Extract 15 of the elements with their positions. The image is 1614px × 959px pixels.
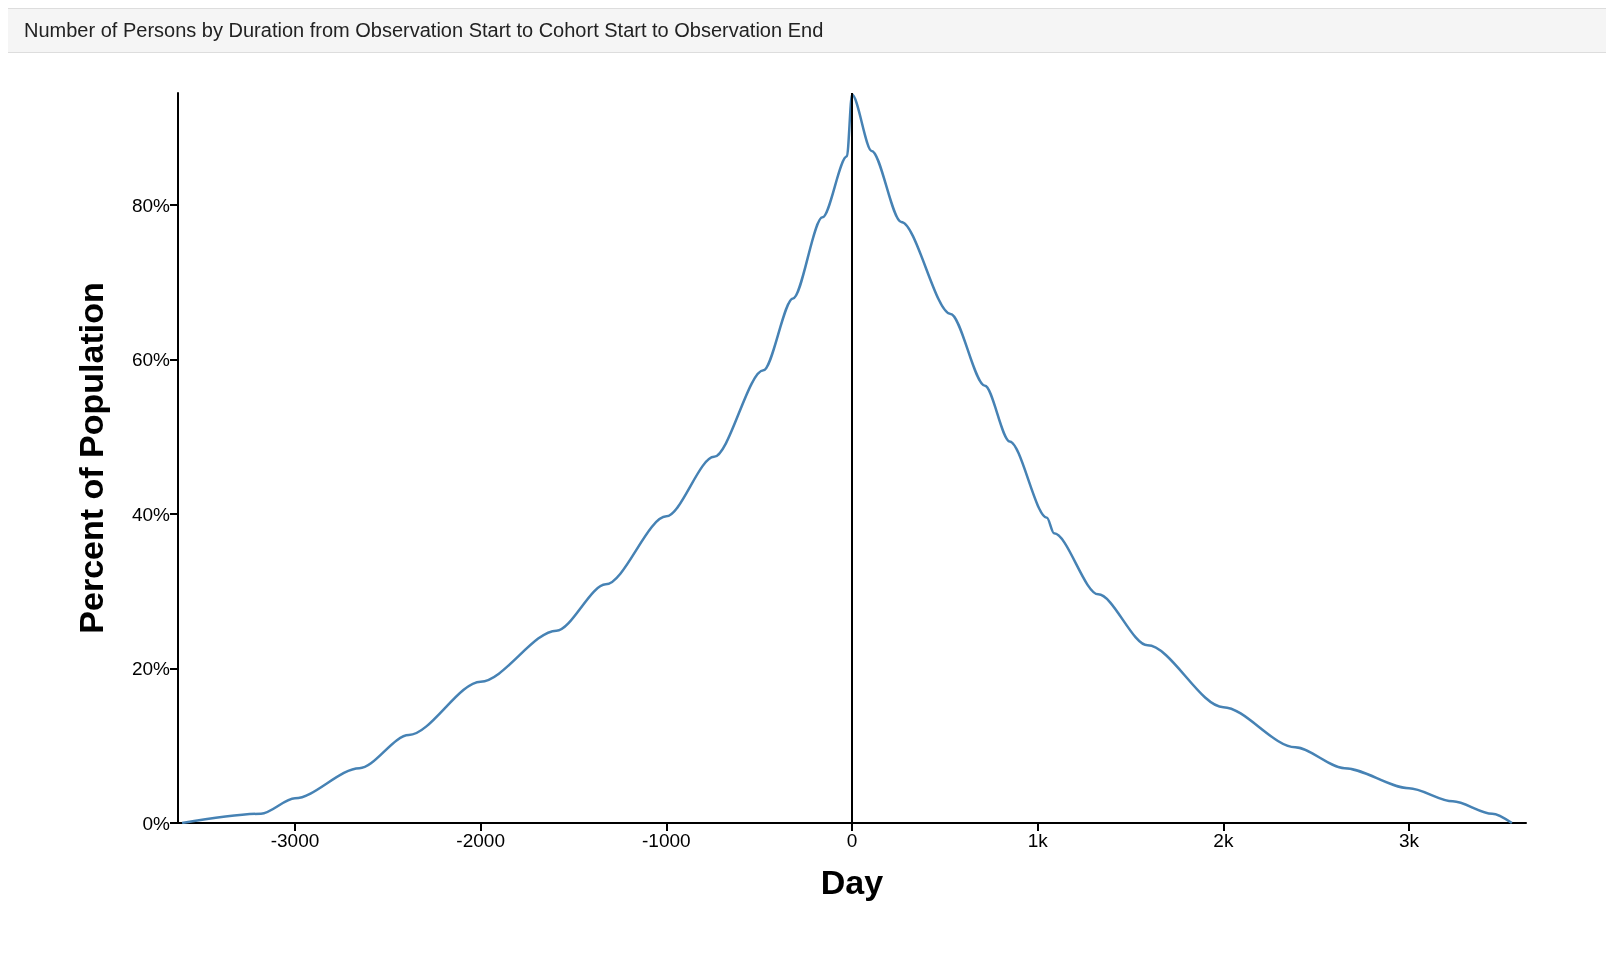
y-tick-label: 60%: [131, 349, 171, 371]
y-tick-label: 80%: [131, 194, 171, 216]
x-axis-title: Day: [820, 863, 884, 901]
x-tick-label: -1000: [642, 830, 691, 851]
y-axis-title: Percent of Population: [72, 282, 110, 634]
chart-title: Number of Persons by Duration from Observation Start to Cohort Start to Observation End: [8, 8, 1606, 53]
y-tick-label: 0%: [142, 812, 171, 834]
x-tick-label: 3k: [1398, 830, 1420, 851]
x-tick-label: -2000: [456, 830, 505, 851]
x-tick-label: 2k: [1213, 830, 1234, 851]
x-tick-label: 1k: [1027, 830, 1049, 851]
y-tick-label: 40%: [131, 503, 171, 525]
x-tick-label: 0: [846, 830, 858, 851]
x-tick-label: -3000: [270, 830, 320, 851]
y-tick-label: 20%: [131, 658, 171, 679]
